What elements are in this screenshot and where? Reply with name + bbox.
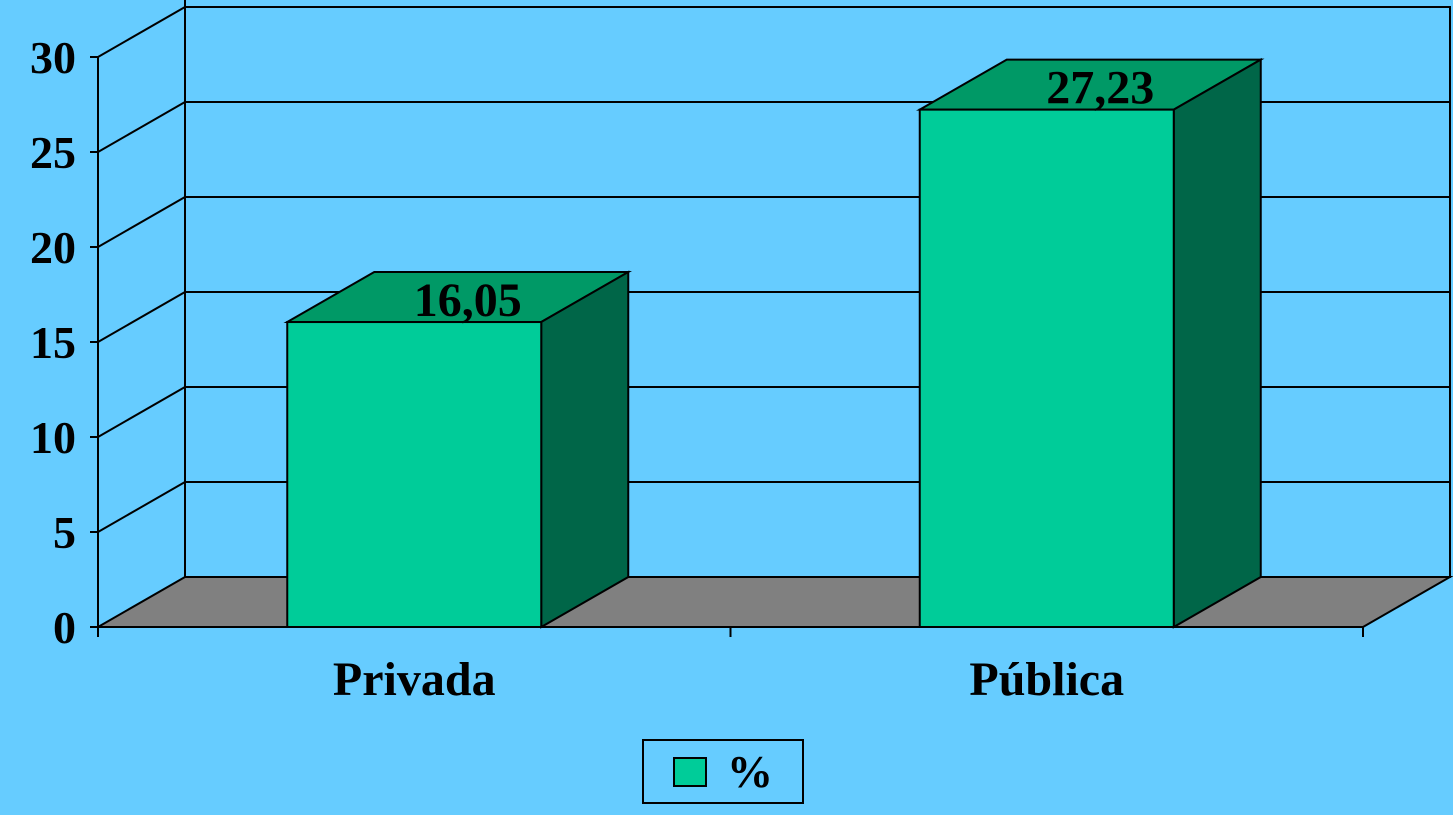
y-tick-label: 15: [30, 317, 76, 368]
x-tick-label: Privada: [333, 653, 496, 706]
gridline-depth: [97, 196, 186, 248]
bar-side: [1172, 57, 1262, 629]
bars: [283, 57, 1265, 629]
y-tick-label: 5: [53, 507, 76, 558]
gridline-depth: [97, 386, 186, 438]
labels: 0 5 10 15 20 25 30 16,05 Privada 27,23 Pública: [30, 32, 1154, 706]
data-label: 16,05: [414, 274, 522, 327]
bar-front: [918, 108, 1175, 628]
gridline-depth: [97, 6, 186, 58]
legend-label: %: [727, 745, 773, 797]
data-label: 27,23: [1046, 62, 1154, 115]
gridline-depth: [97, 481, 186, 533]
bar-front: [286, 321, 543, 628]
y-tick-label: 20: [30, 222, 76, 273]
gridline-depth: [97, 291, 186, 343]
y-tick-label: 0: [53, 602, 76, 653]
legend-swatch: [673, 756, 707, 787]
bar-side: [540, 270, 630, 629]
y-tick-label: 10: [30, 412, 76, 463]
x-tick-label: Pública: [969, 653, 1124, 706]
y-tick-label: 25: [30, 127, 76, 178]
bar-pública: [916, 57, 1265, 629]
legend: %: [642, 739, 804, 804]
bar-privada: [283, 270, 632, 629]
gridline-depth: [97, 101, 186, 153]
y-tick-label: 30: [30, 32, 76, 83]
